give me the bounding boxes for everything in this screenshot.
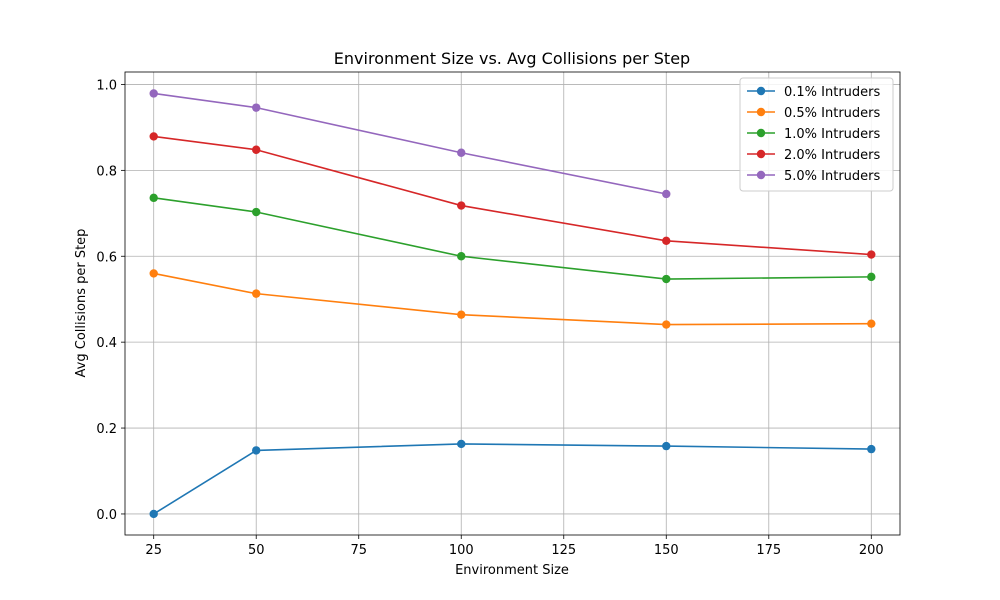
x-axis-label: Environment Size — [455, 563, 569, 578]
data-point — [149, 269, 158, 278]
legend-label: 5.0% Intruders — [784, 169, 881, 184]
x-tick-label: 100 — [449, 543, 474, 558]
y-tick-label: 0.6 — [96, 250, 117, 265]
data-point — [252, 289, 261, 298]
data-point — [457, 439, 466, 449]
x-tick-label: 175 — [756, 543, 781, 558]
data-point — [662, 274, 671, 284]
data-point — [867, 319, 876, 328]
data-point — [867, 272, 876, 282]
y-tick-label: 0.2 — [96, 422, 117, 437]
x-tick-label: 50 — [248, 543, 265, 558]
data-point — [457, 252, 466, 261]
series-0 — [149, 439, 876, 519]
series-3 — [149, 132, 876, 259]
data-point — [867, 444, 876, 454]
legend-label: 1.0% Intruders — [784, 127, 881, 142]
legend-item: 5.0% Intruders — [747, 169, 881, 184]
legend-item: 0.1% Intruders — [747, 85, 881, 100]
legend-item: 0.5% Intruders — [747, 106, 881, 121]
y-tick-label: 0.4 — [96, 336, 117, 351]
legend-marker — [756, 128, 766, 138]
data-point — [149, 89, 158, 98]
data-point — [252, 103, 261, 112]
data-point — [252, 145, 261, 154]
data-point — [662, 236, 671, 245]
data-point — [149, 193, 158, 203]
legend-box — [739, 77, 894, 192]
data-point — [149, 132, 158, 141]
x-tick-label: 75 — [350, 543, 367, 558]
legend-marker — [756, 107, 766, 117]
axis-ticks: 25 50 75 100 125 150 175 200 0.0 0.2 0.4 0.6 0.8 1.0 — [96, 78, 883, 558]
legend-label: 0.1% Intruders — [784, 85, 881, 100]
legend-marker — [756, 170, 766, 180]
legend-marker — [756, 149, 766, 159]
y-tick-label: 0.8 — [96, 164, 117, 179]
x-tick-label: 25 — [145, 543, 162, 558]
data-point — [662, 441, 671, 451]
data-point — [457, 148, 466, 157]
data-point — [457, 310, 466, 319]
y-tick-label: 0.0 — [96, 508, 117, 523]
plot-frame — [124, 71, 901, 536]
legend-label: 0.5% Intruders — [784, 106, 881, 121]
series-line — [153, 272, 872, 326]
legend-label: 2.0% Intruders — [784, 148, 881, 163]
legend-marker — [756, 86, 766, 96]
series-1 — [149, 269, 876, 329]
data-point — [252, 207, 261, 217]
series-line — [153, 92, 667, 195]
data-point — [662, 320, 671, 329]
series-2 — [149, 193, 876, 284]
legend: 0.1% Intruders 0.5% Intruders 1.0% Intrude… — [739, 77, 894, 192]
series-line — [153, 197, 872, 280]
data-point — [252, 446, 261, 455]
data-point — [867, 250, 876, 259]
legend-item: 1.0% Intruders — [747, 127, 881, 142]
data-point — [457, 201, 466, 210]
x-tick-label: 125 — [551, 543, 576, 558]
legend-item: 2.0% Intruders — [747, 148, 881, 163]
y-tick-label: 1.0 — [96, 78, 117, 93]
chart-title: Environment Size vs. Avg Collisions per … — [334, 49, 690, 68]
x-tick-label: 150 — [654, 543, 679, 558]
data-point — [149, 509, 158, 519]
series-layer — [149, 89, 876, 519]
series-line — [153, 443, 872, 515]
series-4 — [149, 89, 671, 199]
data-point — [662, 189, 671, 199]
y-axis-label: Avg Collisions per Step — [74, 229, 89, 378]
x-tick-label: 200 — [859, 543, 884, 558]
